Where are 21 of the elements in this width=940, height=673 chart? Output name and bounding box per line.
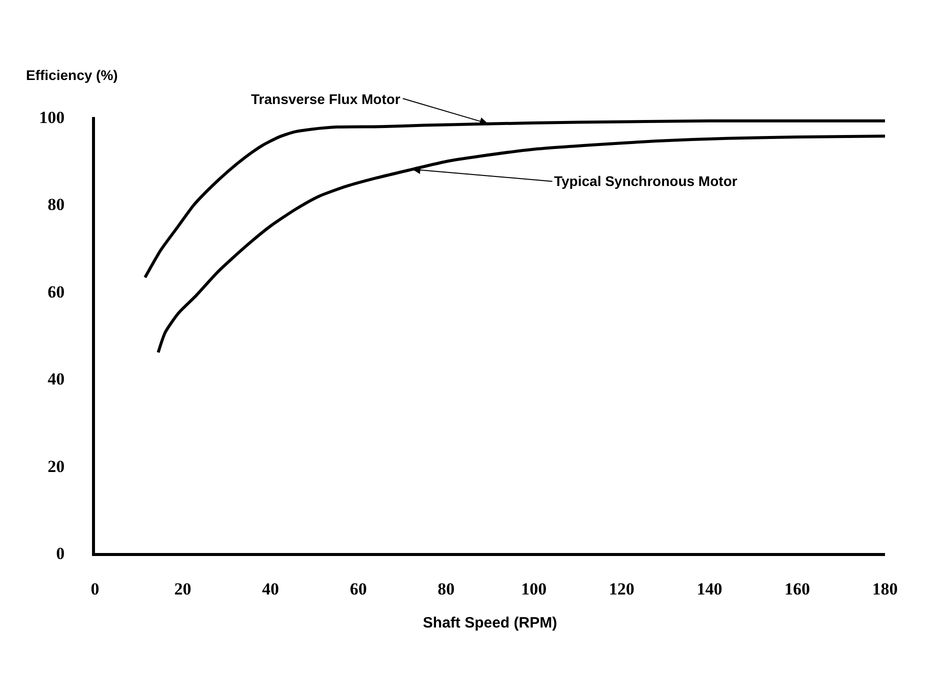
x-tick-label: 60 [350, 579, 367, 598]
x-tick-label: 40 [262, 579, 280, 598]
x-tick-label: 20 [174, 579, 192, 598]
x-axis-title: Shaft Speed (RPM) [422, 614, 558, 632]
y-tick-label: 60 [48, 282, 65, 302]
y-axis-title: Efficiency (%) [26, 67, 118, 83]
x-tick-label: 100 [521, 579, 547, 598]
y-tick-label: 80 [48, 195, 65, 214]
annotation: Typical Synchronous Motor [554, 173, 738, 189]
x-tick-label: 140 [696, 579, 722, 598]
annotation: Transverse Flux Motor [251, 91, 401, 107]
x-tick-label: 120 [608, 579, 634, 598]
x-tick-label: 0 [90, 579, 100, 598]
line-series [156, 134, 885, 354]
y-tick-label: 20 [48, 456, 65, 476]
y-tick-label: 0 [56, 544, 65, 563]
x-tick-label: 180 [872, 579, 898, 598]
x-tick-label: 80 [438, 579, 455, 598]
y-tick-label: 100 [39, 108, 65, 127]
y-tick-label: 40 [48, 370, 65, 389]
x-tick-label: 160 [784, 579, 810, 598]
